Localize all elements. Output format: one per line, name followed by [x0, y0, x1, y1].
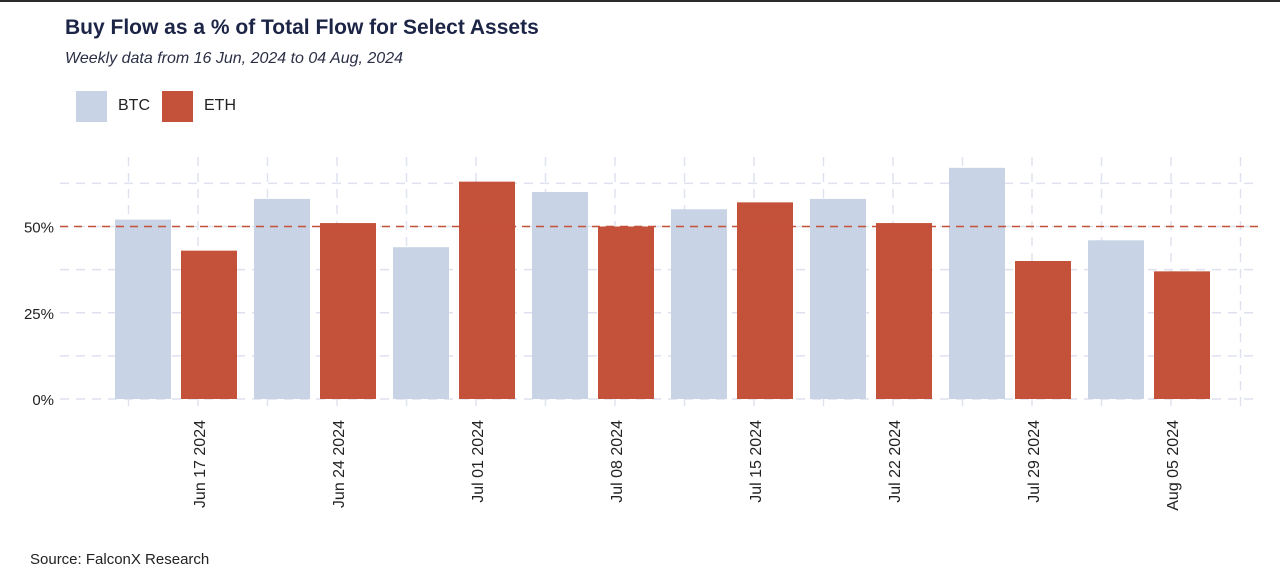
bar-btc: [115, 219, 171, 399]
bar-eth: [737, 202, 793, 399]
x-tick-label: Aug 05 2024: [1165, 420, 1182, 511]
grid-lines: [60, 157, 1258, 410]
x-tick-label: Jul 22 2024: [887, 420, 904, 503]
legend-label-btc: BTC: [118, 97, 150, 114]
x-tick-label: Jul 08 2024: [609, 420, 626, 503]
bar-btc: [671, 209, 727, 399]
bar-eth: [320, 223, 376, 399]
x-tick-label: Jun 24 2024: [331, 420, 348, 508]
x-tick-label: Jul 01 2024: [470, 420, 487, 503]
x-axis-ticks: Jun 17 2024 Jun 24 2024 Jul 01 2024 Jul 08 …: [192, 420, 1182, 511]
legend-swatch-btc: [76, 90, 107, 122]
bar-eth: [181, 250, 237, 399]
source-note: Source: FalconX Research: [30, 551, 210, 568]
chart-legend: BTC ETH: [76, 90, 248, 122]
bar-eth: [598, 226, 654, 399]
bars: [115, 167, 1210, 399]
x-tick-label: Jul 15 2024: [748, 420, 765, 503]
bar-btc: [1088, 240, 1144, 399]
bar-chart: 0% 25% 50% Jun 17 2024 Jun 24 2024 Jul 01 20…: [24, 157, 1258, 511]
bar-btc: [532, 192, 588, 399]
bar-btc: [393, 247, 449, 399]
legend-swatch-eth: [162, 90, 193, 122]
chart-subtitle: Weekly data from 16 Jun, 2024 to 04 Aug,…: [65, 50, 403, 67]
bar-btc: [254, 198, 310, 399]
legend-item-eth: ETH: [162, 90, 236, 122]
top-border: [0, 0, 1280, 2]
bar-eth: [1154, 271, 1210, 399]
chart-title: Buy Flow as a % of Total Flow for Select…: [65, 16, 539, 39]
y-tick-label: 0%: [32, 392, 54, 409]
y-tick-label: 25%: [24, 306, 54, 323]
bar-eth: [459, 181, 515, 399]
bar-btc: [810, 198, 866, 399]
bar-eth: [1015, 261, 1071, 399]
x-tick-label: Jul 29 2024: [1026, 420, 1043, 503]
bar-btc: [949, 167, 1005, 399]
y-axis-ticks: 0% 25% 50%: [24, 220, 54, 410]
y-tick-label: 50%: [24, 220, 54, 237]
bar-eth: [876, 223, 932, 399]
x-tick-label: Jun 17 2024: [192, 420, 209, 508]
legend-label-eth: ETH: [204, 97, 236, 114]
legend-item-btc: BTC: [76, 90, 150, 122]
